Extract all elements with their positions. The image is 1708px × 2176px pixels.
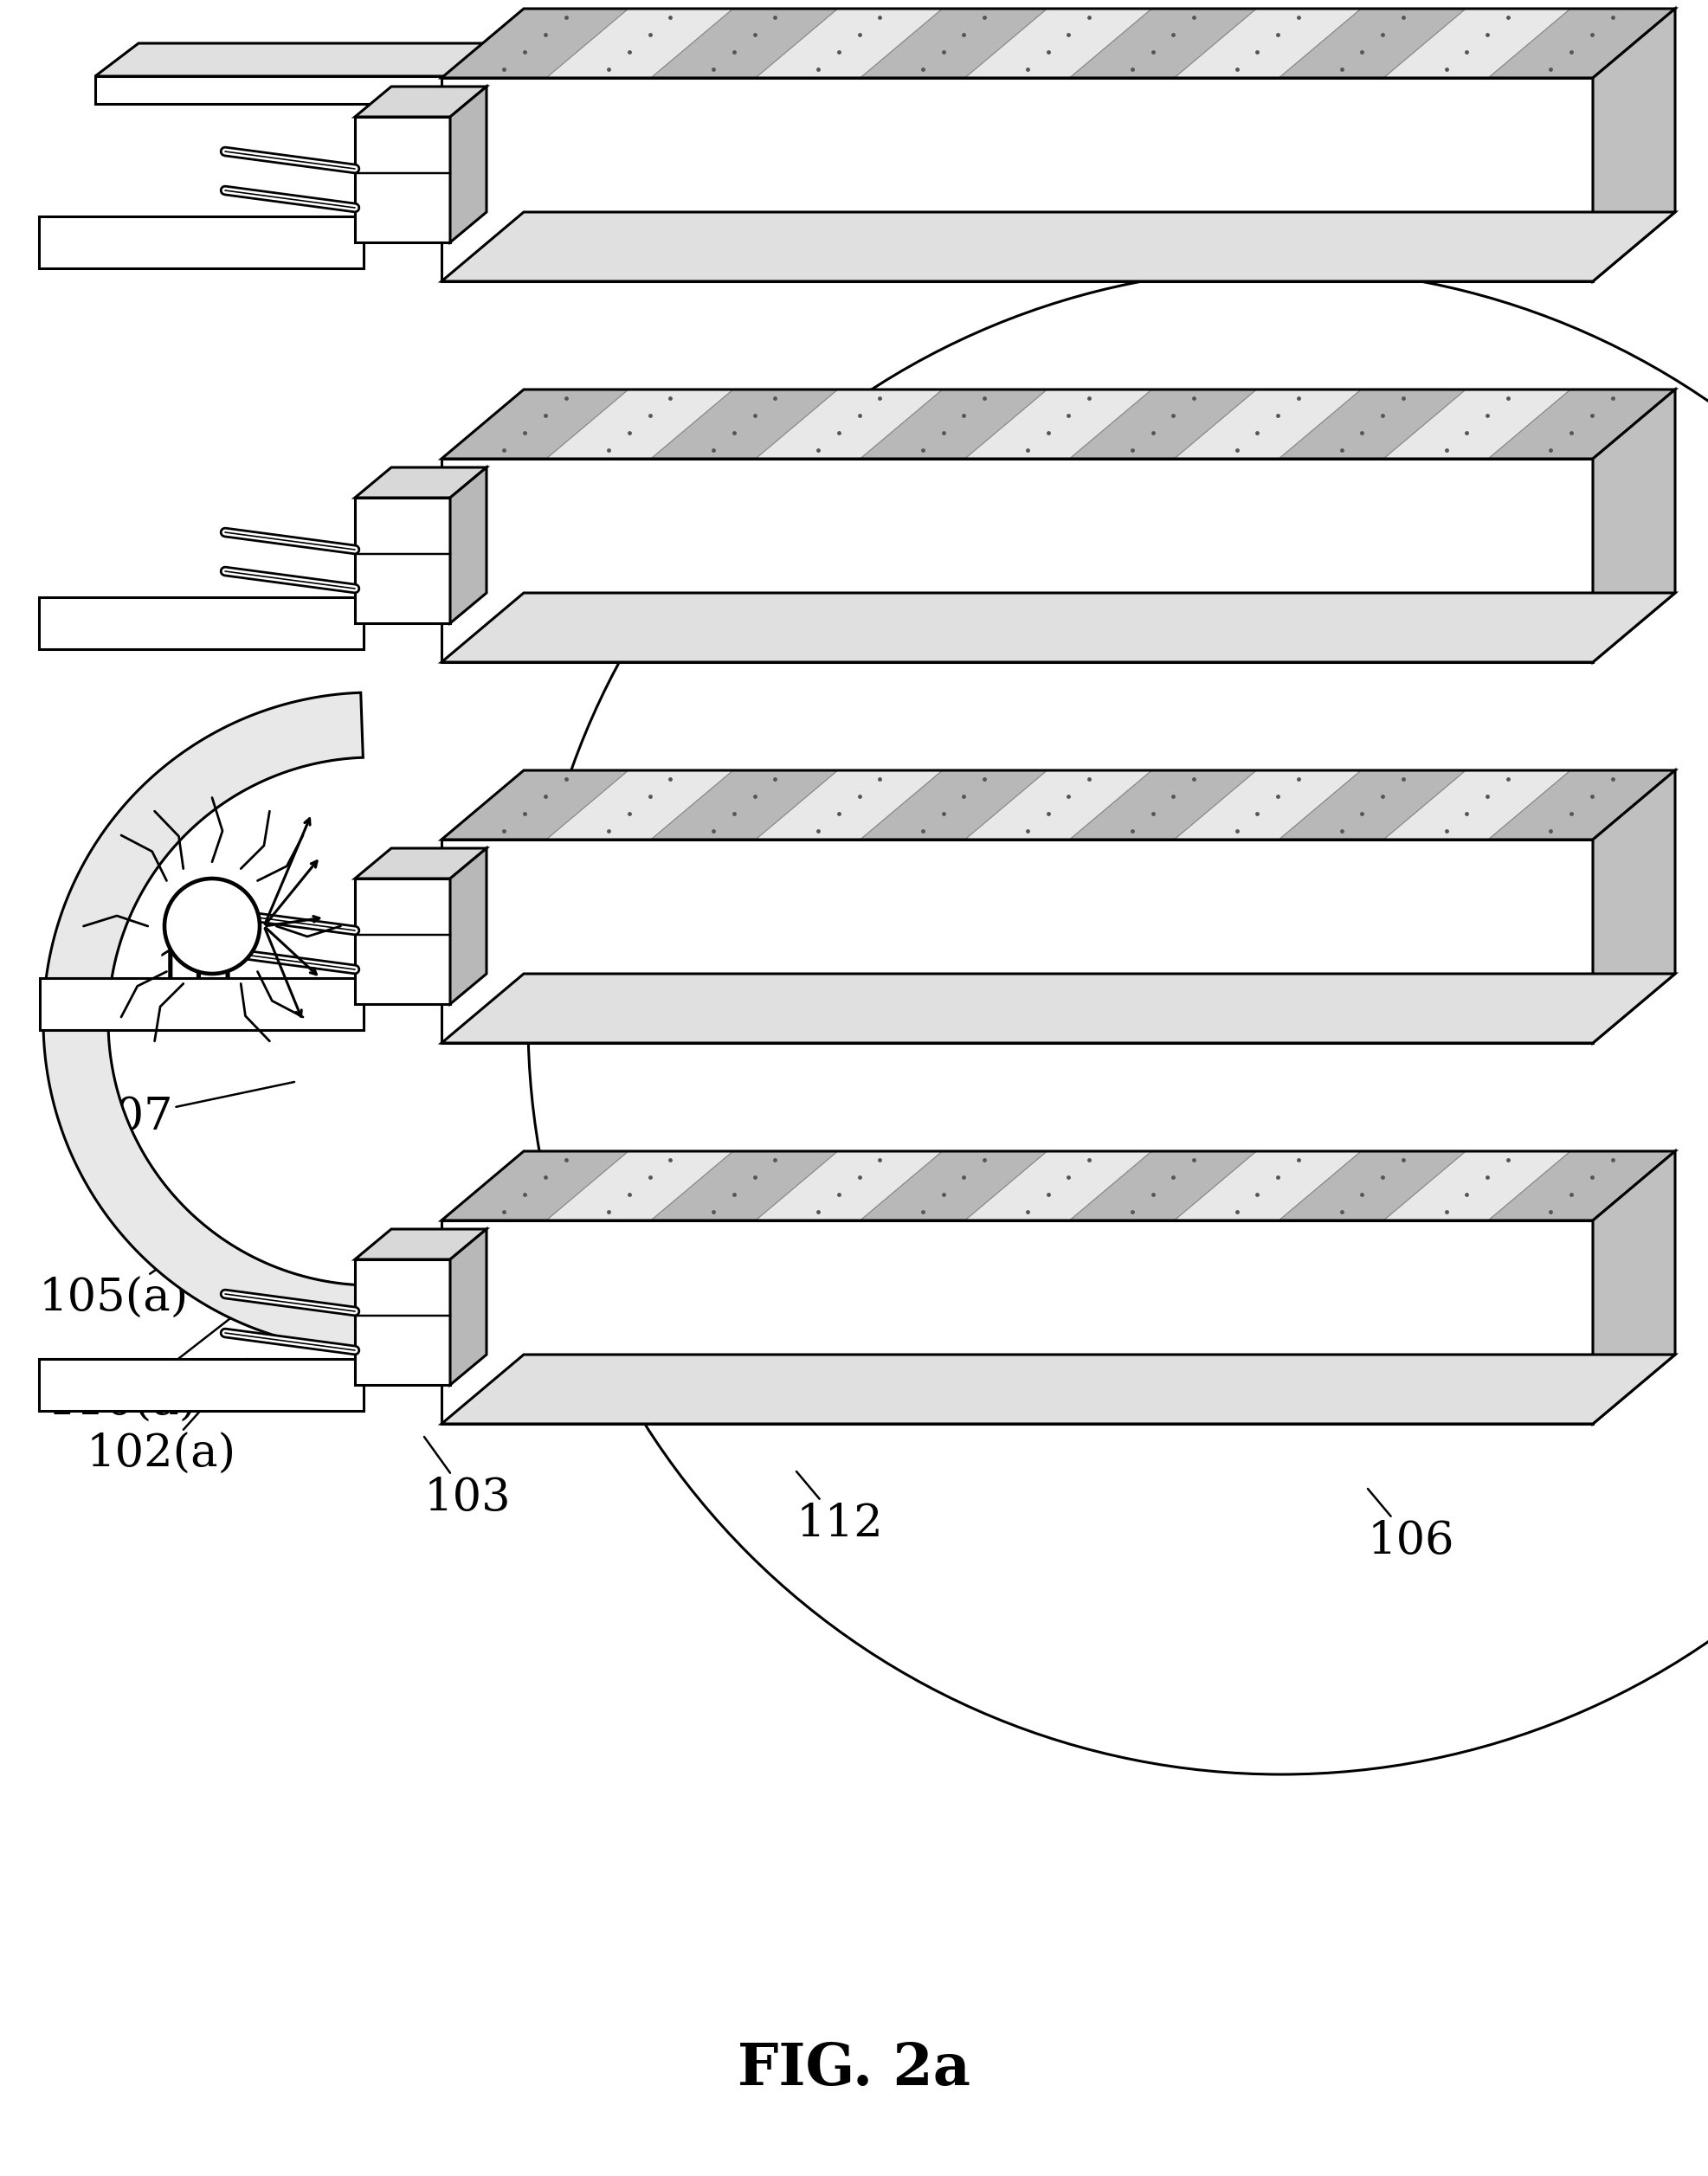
Polygon shape bbox=[861, 390, 1047, 459]
Polygon shape bbox=[547, 770, 733, 840]
Polygon shape bbox=[547, 1151, 733, 1221]
Polygon shape bbox=[1594, 770, 1676, 1042]
Polygon shape bbox=[451, 44, 494, 104]
Polygon shape bbox=[441, 459, 1594, 662]
Text: FIG. 2a: FIG. 2a bbox=[738, 2041, 970, 2098]
Polygon shape bbox=[355, 849, 487, 879]
Polygon shape bbox=[441, 1221, 1594, 1423]
Polygon shape bbox=[441, 211, 1676, 281]
Polygon shape bbox=[1173, 390, 1361, 459]
Polygon shape bbox=[755, 390, 943, 459]
Polygon shape bbox=[1173, 1151, 1361, 1221]
Polygon shape bbox=[1594, 390, 1676, 662]
Polygon shape bbox=[451, 87, 487, 242]
Polygon shape bbox=[451, 468, 487, 622]
Polygon shape bbox=[1069, 770, 1257, 840]
Polygon shape bbox=[1279, 770, 1465, 840]
Polygon shape bbox=[755, 770, 943, 840]
Polygon shape bbox=[1383, 770, 1570, 840]
Polygon shape bbox=[441, 78, 1594, 281]
Polygon shape bbox=[861, 1151, 1047, 1221]
Polygon shape bbox=[451, 1229, 487, 1384]
Polygon shape bbox=[441, 973, 1676, 1042]
Text: 102(a): 102(a) bbox=[87, 1360, 246, 1475]
Circle shape bbox=[164, 879, 260, 973]
Polygon shape bbox=[965, 770, 1151, 840]
Text: 111: 111 bbox=[155, 944, 243, 992]
Polygon shape bbox=[547, 390, 733, 459]
Polygon shape bbox=[755, 9, 943, 78]
Polygon shape bbox=[355, 1229, 487, 1260]
Text: 106: 106 bbox=[1368, 1488, 1455, 1562]
Polygon shape bbox=[1173, 9, 1361, 78]
Polygon shape bbox=[1173, 770, 1361, 840]
Polygon shape bbox=[43, 692, 364, 1349]
Polygon shape bbox=[451, 849, 487, 1003]
Polygon shape bbox=[355, 879, 451, 1003]
Polygon shape bbox=[861, 770, 1047, 840]
Polygon shape bbox=[861, 9, 1047, 78]
Polygon shape bbox=[651, 1151, 837, 1221]
Polygon shape bbox=[651, 9, 837, 78]
Polygon shape bbox=[547, 9, 733, 78]
Polygon shape bbox=[39, 215, 364, 268]
Polygon shape bbox=[1594, 9, 1676, 281]
Text: 107: 107 bbox=[87, 1081, 294, 1138]
Polygon shape bbox=[1069, 1151, 1257, 1221]
Polygon shape bbox=[1069, 390, 1257, 459]
Polygon shape bbox=[355, 468, 487, 498]
Polygon shape bbox=[96, 44, 494, 76]
Polygon shape bbox=[96, 76, 451, 104]
Polygon shape bbox=[1488, 770, 1676, 840]
Polygon shape bbox=[651, 770, 837, 840]
Polygon shape bbox=[441, 592, 1676, 662]
Polygon shape bbox=[1279, 1151, 1465, 1221]
Text: 103: 103 bbox=[424, 1436, 511, 1519]
Polygon shape bbox=[1488, 9, 1676, 78]
Polygon shape bbox=[441, 9, 629, 78]
Polygon shape bbox=[355, 87, 487, 118]
Polygon shape bbox=[755, 1151, 943, 1221]
Polygon shape bbox=[355, 118, 451, 242]
Polygon shape bbox=[1383, 9, 1570, 78]
Polygon shape bbox=[355, 498, 451, 622]
Polygon shape bbox=[39, 1360, 364, 1410]
Polygon shape bbox=[441, 390, 629, 459]
Polygon shape bbox=[965, 1151, 1151, 1221]
Polygon shape bbox=[39, 977, 364, 1029]
Polygon shape bbox=[1488, 1151, 1676, 1221]
Polygon shape bbox=[1279, 390, 1465, 459]
Polygon shape bbox=[441, 770, 629, 840]
Polygon shape bbox=[441, 840, 1594, 1042]
Polygon shape bbox=[1279, 9, 1465, 78]
Polygon shape bbox=[441, 1151, 629, 1221]
Polygon shape bbox=[1383, 390, 1570, 459]
Polygon shape bbox=[1594, 1151, 1676, 1423]
Polygon shape bbox=[1383, 1151, 1570, 1221]
Polygon shape bbox=[1488, 390, 1676, 459]
Polygon shape bbox=[1069, 9, 1257, 78]
Text: 112: 112 bbox=[796, 1471, 883, 1545]
Polygon shape bbox=[965, 390, 1151, 459]
Text: 105(a): 105(a) bbox=[39, 1256, 190, 1321]
Text: 110(a): 110(a) bbox=[48, 1316, 234, 1425]
Polygon shape bbox=[39, 596, 364, 648]
Polygon shape bbox=[355, 1260, 451, 1384]
Polygon shape bbox=[441, 1356, 1676, 1423]
Polygon shape bbox=[965, 9, 1151, 78]
Polygon shape bbox=[651, 390, 837, 459]
